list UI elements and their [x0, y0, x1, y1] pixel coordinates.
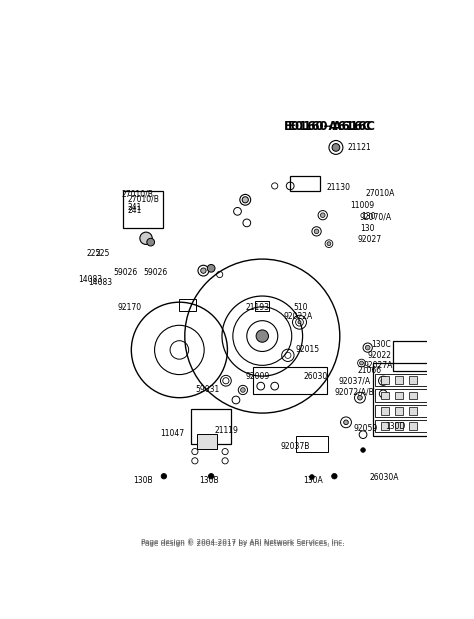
- Text: 92027A: 92027A: [364, 361, 393, 370]
- Bar: [179, 299, 196, 311]
- Text: 225: 225: [96, 249, 110, 258]
- Bar: [375, 420, 427, 432]
- Text: Page design © 2004-2017 by ARI Network Services, Inc.: Page design © 2004-2017 by ARI Network S…: [141, 539, 345, 545]
- Text: 92037B: 92037B: [280, 442, 310, 451]
- Text: 225: 225: [86, 249, 101, 258]
- Text: 92015: 92015: [296, 345, 320, 355]
- Bar: [409, 422, 417, 430]
- Text: 130B: 130B: [133, 475, 153, 485]
- Circle shape: [320, 213, 325, 217]
- Text: 14083: 14083: [79, 275, 103, 284]
- Bar: [253, 367, 327, 394]
- Circle shape: [209, 474, 214, 479]
- Bar: [197, 434, 217, 449]
- Text: 92059: 92059: [354, 424, 378, 433]
- Circle shape: [140, 232, 152, 245]
- Bar: [191, 409, 231, 444]
- Text: 130C: 130C: [372, 340, 392, 349]
- Text: 59031: 59031: [195, 386, 219, 394]
- Text: 92072/A/B: 92072/A/B: [334, 387, 374, 396]
- Text: 27010/B: 27010/B: [128, 194, 159, 204]
- Circle shape: [242, 197, 248, 203]
- Text: E0160-A616C: E0160-A616C: [284, 120, 372, 133]
- Text: 92022A: 92022A: [284, 311, 313, 321]
- Text: 130: 130: [360, 224, 374, 233]
- Text: 241: 241: [128, 206, 142, 215]
- Circle shape: [327, 242, 331, 246]
- Bar: [381, 392, 389, 399]
- Circle shape: [360, 361, 364, 365]
- Circle shape: [241, 387, 245, 392]
- Text: 26030A: 26030A: [369, 474, 399, 482]
- Text: 59026: 59026: [113, 267, 138, 277]
- Text: 241: 241: [128, 203, 142, 212]
- Circle shape: [332, 144, 340, 151]
- Text: 92022: 92022: [368, 351, 392, 360]
- Circle shape: [256, 330, 268, 342]
- Circle shape: [361, 448, 365, 452]
- Bar: [395, 407, 402, 415]
- Circle shape: [298, 321, 301, 324]
- Circle shape: [365, 345, 370, 350]
- Bar: [290, 176, 319, 191]
- Circle shape: [310, 475, 314, 479]
- Text: 21119: 21119: [214, 426, 238, 435]
- Text: 26030: 26030: [303, 371, 328, 381]
- Bar: [409, 376, 417, 384]
- Text: 27010/B: 27010/B: [121, 190, 153, 199]
- Circle shape: [357, 396, 362, 400]
- Bar: [381, 407, 389, 415]
- Text: 11009: 11009: [350, 201, 374, 210]
- Text: 21130: 21130: [327, 183, 351, 192]
- Text: 21193: 21193: [245, 303, 269, 312]
- Text: 14083: 14083: [89, 278, 113, 287]
- Bar: [392, 342, 430, 371]
- Circle shape: [381, 378, 385, 383]
- Bar: [123, 191, 163, 228]
- Text: 21066: 21066: [357, 366, 382, 375]
- Circle shape: [314, 229, 319, 233]
- Text: 92070/A: 92070/A: [360, 212, 392, 221]
- Circle shape: [207, 264, 215, 272]
- Text: 510: 510: [293, 303, 308, 312]
- Text: 27010A: 27010A: [365, 189, 395, 198]
- Bar: [375, 374, 427, 386]
- Bar: [255, 301, 269, 311]
- Text: 92037/A: 92037/A: [338, 376, 370, 385]
- Text: 130B: 130B: [199, 475, 219, 485]
- Bar: [296, 436, 328, 452]
- Bar: [373, 363, 429, 436]
- Text: 92170: 92170: [118, 303, 142, 312]
- Bar: [395, 422, 402, 430]
- Bar: [375, 405, 427, 417]
- Bar: [381, 376, 389, 384]
- Text: 130D: 130D: [385, 422, 405, 431]
- Circle shape: [147, 238, 155, 246]
- Bar: [409, 392, 417, 399]
- Bar: [381, 422, 389, 430]
- Bar: [395, 376, 402, 384]
- Text: 92009: 92009: [245, 371, 270, 381]
- Circle shape: [161, 474, 166, 479]
- Bar: [395, 392, 402, 399]
- Circle shape: [201, 268, 206, 274]
- Text: 130: 130: [362, 212, 376, 221]
- Circle shape: [332, 474, 337, 479]
- Text: 59026: 59026: [143, 269, 167, 277]
- Text: 130A: 130A: [303, 475, 323, 485]
- Text: 21121: 21121: [347, 143, 371, 152]
- Text: E0160-A616C: E0160-A616C: [288, 120, 376, 133]
- Bar: [409, 407, 417, 415]
- Text: 11047: 11047: [160, 430, 184, 438]
- Text: Page design © 2004-2017 by ARI Network Services, Inc.: Page design © 2004-2017 by ARI Network S…: [141, 540, 345, 547]
- Text: 92027: 92027: [357, 235, 382, 245]
- Circle shape: [344, 420, 348, 425]
- Bar: [375, 389, 427, 402]
